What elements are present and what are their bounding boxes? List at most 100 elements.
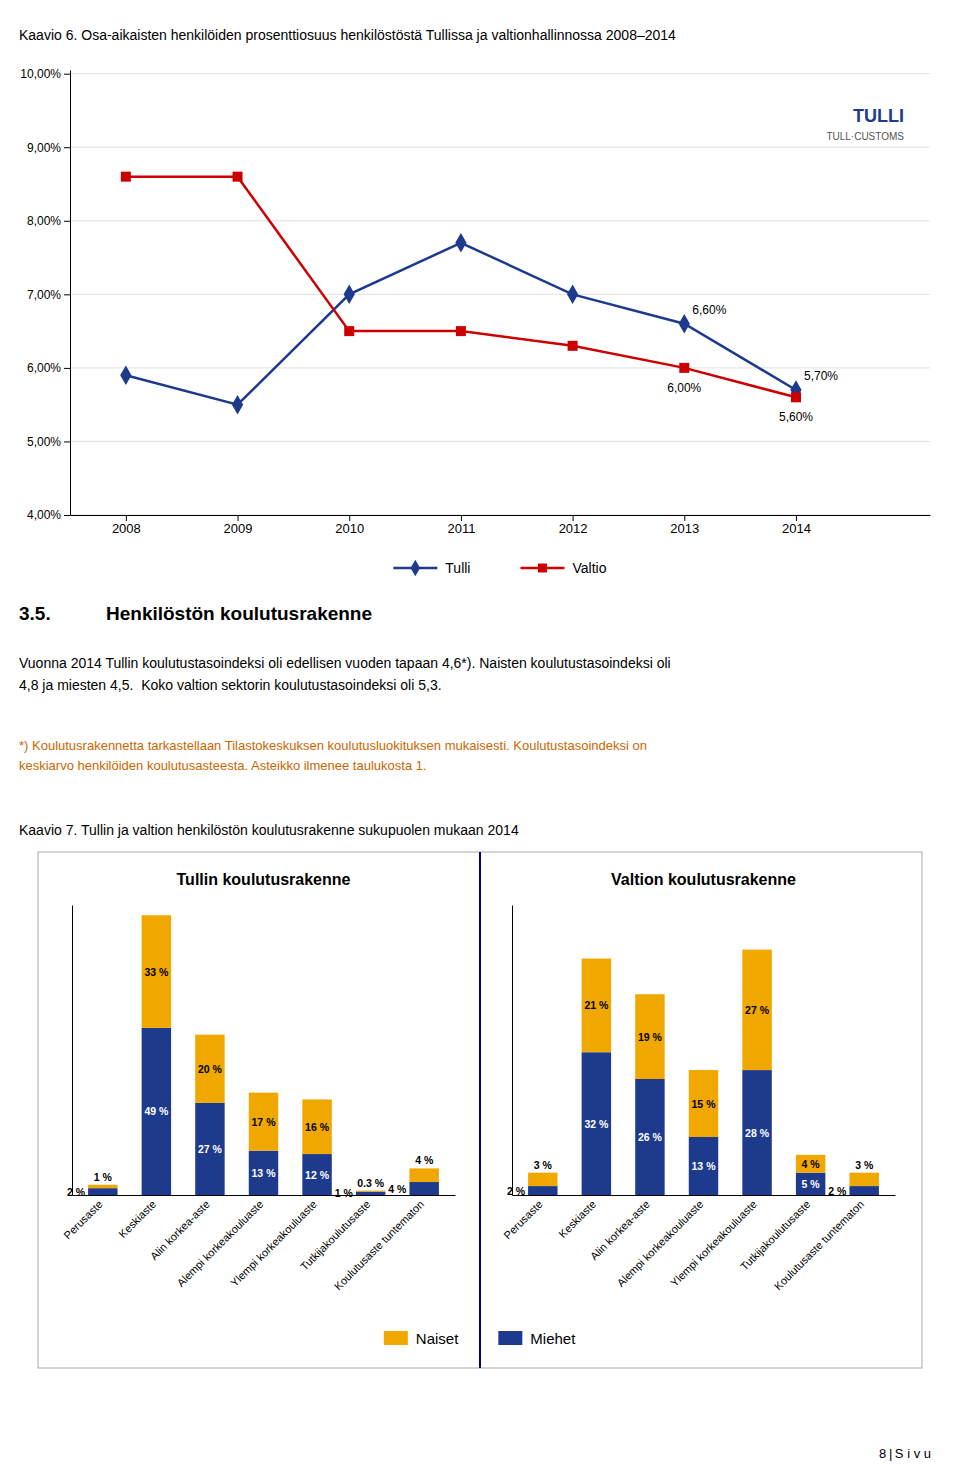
legend-swatch [498, 1331, 522, 1345]
bar [409, 1182, 438, 1195]
tick-mark [64, 221, 70, 222]
marker [456, 326, 466, 336]
tick-label: 2012 [559, 521, 588, 536]
tick-mark [684, 515, 685, 521]
data-label: 13 % [252, 1167, 277, 1179]
bar [796, 1173, 825, 1195]
chart-title: Valtion koulutusrakenne [611, 871, 796, 888]
data-label: 5,70% [804, 369, 838, 383]
tick-label: Ylempi korkeakouluaste [668, 1198, 759, 1289]
data-label: 21 % [584, 999, 609, 1011]
tick: Alempi korkeakouluaste [174, 1195, 265, 1289]
tick-mark [796, 515, 797, 521]
tick-label: 9,00% [27, 141, 61, 155]
data-label: 12 % [305, 1169, 330, 1181]
series-line [126, 177, 796, 398]
tick-mark [64, 515, 70, 516]
data-label: 28 % [745, 1127, 770, 1139]
tick-mark [64, 368, 70, 369]
grid-line [70, 515, 930, 516]
tick-label: Koulutusaste tuntematon [772, 1198, 867, 1293]
data-label: 4 % [388, 1183, 407, 1195]
tick: Perusaste [61, 1195, 105, 1241]
data-label: 1 % [335, 1187, 354, 1199]
axis-line [513, 1195, 896, 1196]
data-label: 4 % [802, 1158, 821, 1170]
tick: 9,00% [27, 141, 70, 155]
grid-line [70, 147, 930, 148]
line-chart: Kaavio 6. Osa-aikaisten henkilöiden pros… [19, 27, 931, 576]
bar [689, 1070, 718, 1137]
bar [849, 1173, 878, 1186]
data-label: 20 % [198, 1063, 223, 1075]
tick-label: Alempi korkeakouluaste [174, 1198, 265, 1289]
page: 3.5. Henkilöstön koulutusrakenne Vuonna 20… [0, 0, 960, 1473]
bar [302, 1154, 331, 1195]
body-text: Vuonna 2014 Tullin koulutustasoindeksi o… [19, 655, 671, 671]
marker [120, 365, 131, 385]
data-label: 33 % [144, 966, 169, 978]
legend-label: Naiset [416, 1330, 459, 1347]
x-axis: 2008200920102011201220132014 [71, 515, 931, 536]
grid-line [70, 294, 930, 295]
box-divider [479, 852, 481, 1368]
legend-item: Miehet [498, 1330, 576, 1347]
figure-title: Kaavio 7. Tullin ja valtion henkilöstön … [19, 822, 519, 838]
tick-label: Keskiaste [116, 1198, 158, 1240]
data-label: 3 % [855, 1159, 874, 1171]
data-label: 32 % [584, 1118, 609, 1130]
tick-mark [64, 294, 70, 295]
page-svg: 3.5. Henkilöstön koulutusrakenne Vuonna 20… [0, 0, 960, 1473]
tick-label: 2011 [447, 521, 475, 536]
marker [679, 314, 690, 334]
legend-marker [411, 560, 421, 577]
tick: 6,00% [27, 361, 70, 375]
grid-line [70, 220, 930, 221]
data-label: 0.3 % [357, 1177, 385, 1189]
legend: TulliValtio [393, 560, 606, 577]
tick-mark [64, 441, 70, 442]
bar [88, 1185, 117, 1188]
data-label: 27 % [745, 1004, 770, 1016]
data-label: 3 % [534, 1159, 553, 1171]
tick-label: 2009 [224, 521, 253, 536]
tick: Koulutusaste tuntematon [332, 1195, 427, 1292]
marker [568, 341, 578, 351]
data-labels: 2 %49 %27 %13 %12 %1 %4 %1 %33 %20 %17 %… [67, 966, 434, 1200]
legend-item: Valtio [520, 560, 606, 576]
marker [233, 172, 243, 182]
tick: 2011 [447, 515, 475, 536]
tick-mark [238, 515, 239, 521]
data-label: 5,60% [779, 410, 813, 424]
marker [344, 285, 355, 305]
section-heading: Henkilöstön koulutusrakenne [106, 603, 372, 624]
logo-text: TULLI [853, 106, 904, 126]
logo-text: TULL·CUSTOMS [826, 131, 904, 142]
tick-mark [461, 515, 462, 521]
legend-marker [538, 564, 547, 573]
tick: Koulutusaste tuntematon [772, 1195, 867, 1292]
data-labels: 2 %32 %26 %13 %28 %5 %2 %3 %21 %19 %15 %… [507, 999, 874, 1196]
marker [567, 285, 578, 305]
bar [849, 1186, 878, 1195]
tick: Alempi korkeakouluaste [614, 1195, 705, 1289]
tick: Ylempi korkeakouluaste [668, 1195, 759, 1289]
chart-title: Tullin koulutusrakenne [177, 871, 351, 888]
data-label: 6,60% [692, 303, 726, 317]
tick-mark [349, 515, 350, 521]
tick: 2008 [112, 515, 141, 536]
section-number: 3.5. [19, 603, 51, 624]
tick-label: 7,00% [27, 288, 61, 302]
bar [409, 1168, 438, 1182]
bar [88, 1188, 117, 1195]
grid-line [70, 441, 930, 442]
plot-area [88, 915, 439, 1195]
data-label: 49 % [144, 1105, 169, 1117]
bar [356, 1192, 385, 1195]
grid [70, 74, 930, 515]
tick: Keskiaste [556, 1195, 598, 1240]
footnote: *) Koulutusrakennetta tarkastellaan Tila… [19, 738, 647, 753]
tick-mark [64, 147, 70, 148]
marker [121, 172, 131, 182]
bar-chart: Valtion koulutusrakenne2 %32 %26 %13 %28… [501, 871, 895, 1292]
